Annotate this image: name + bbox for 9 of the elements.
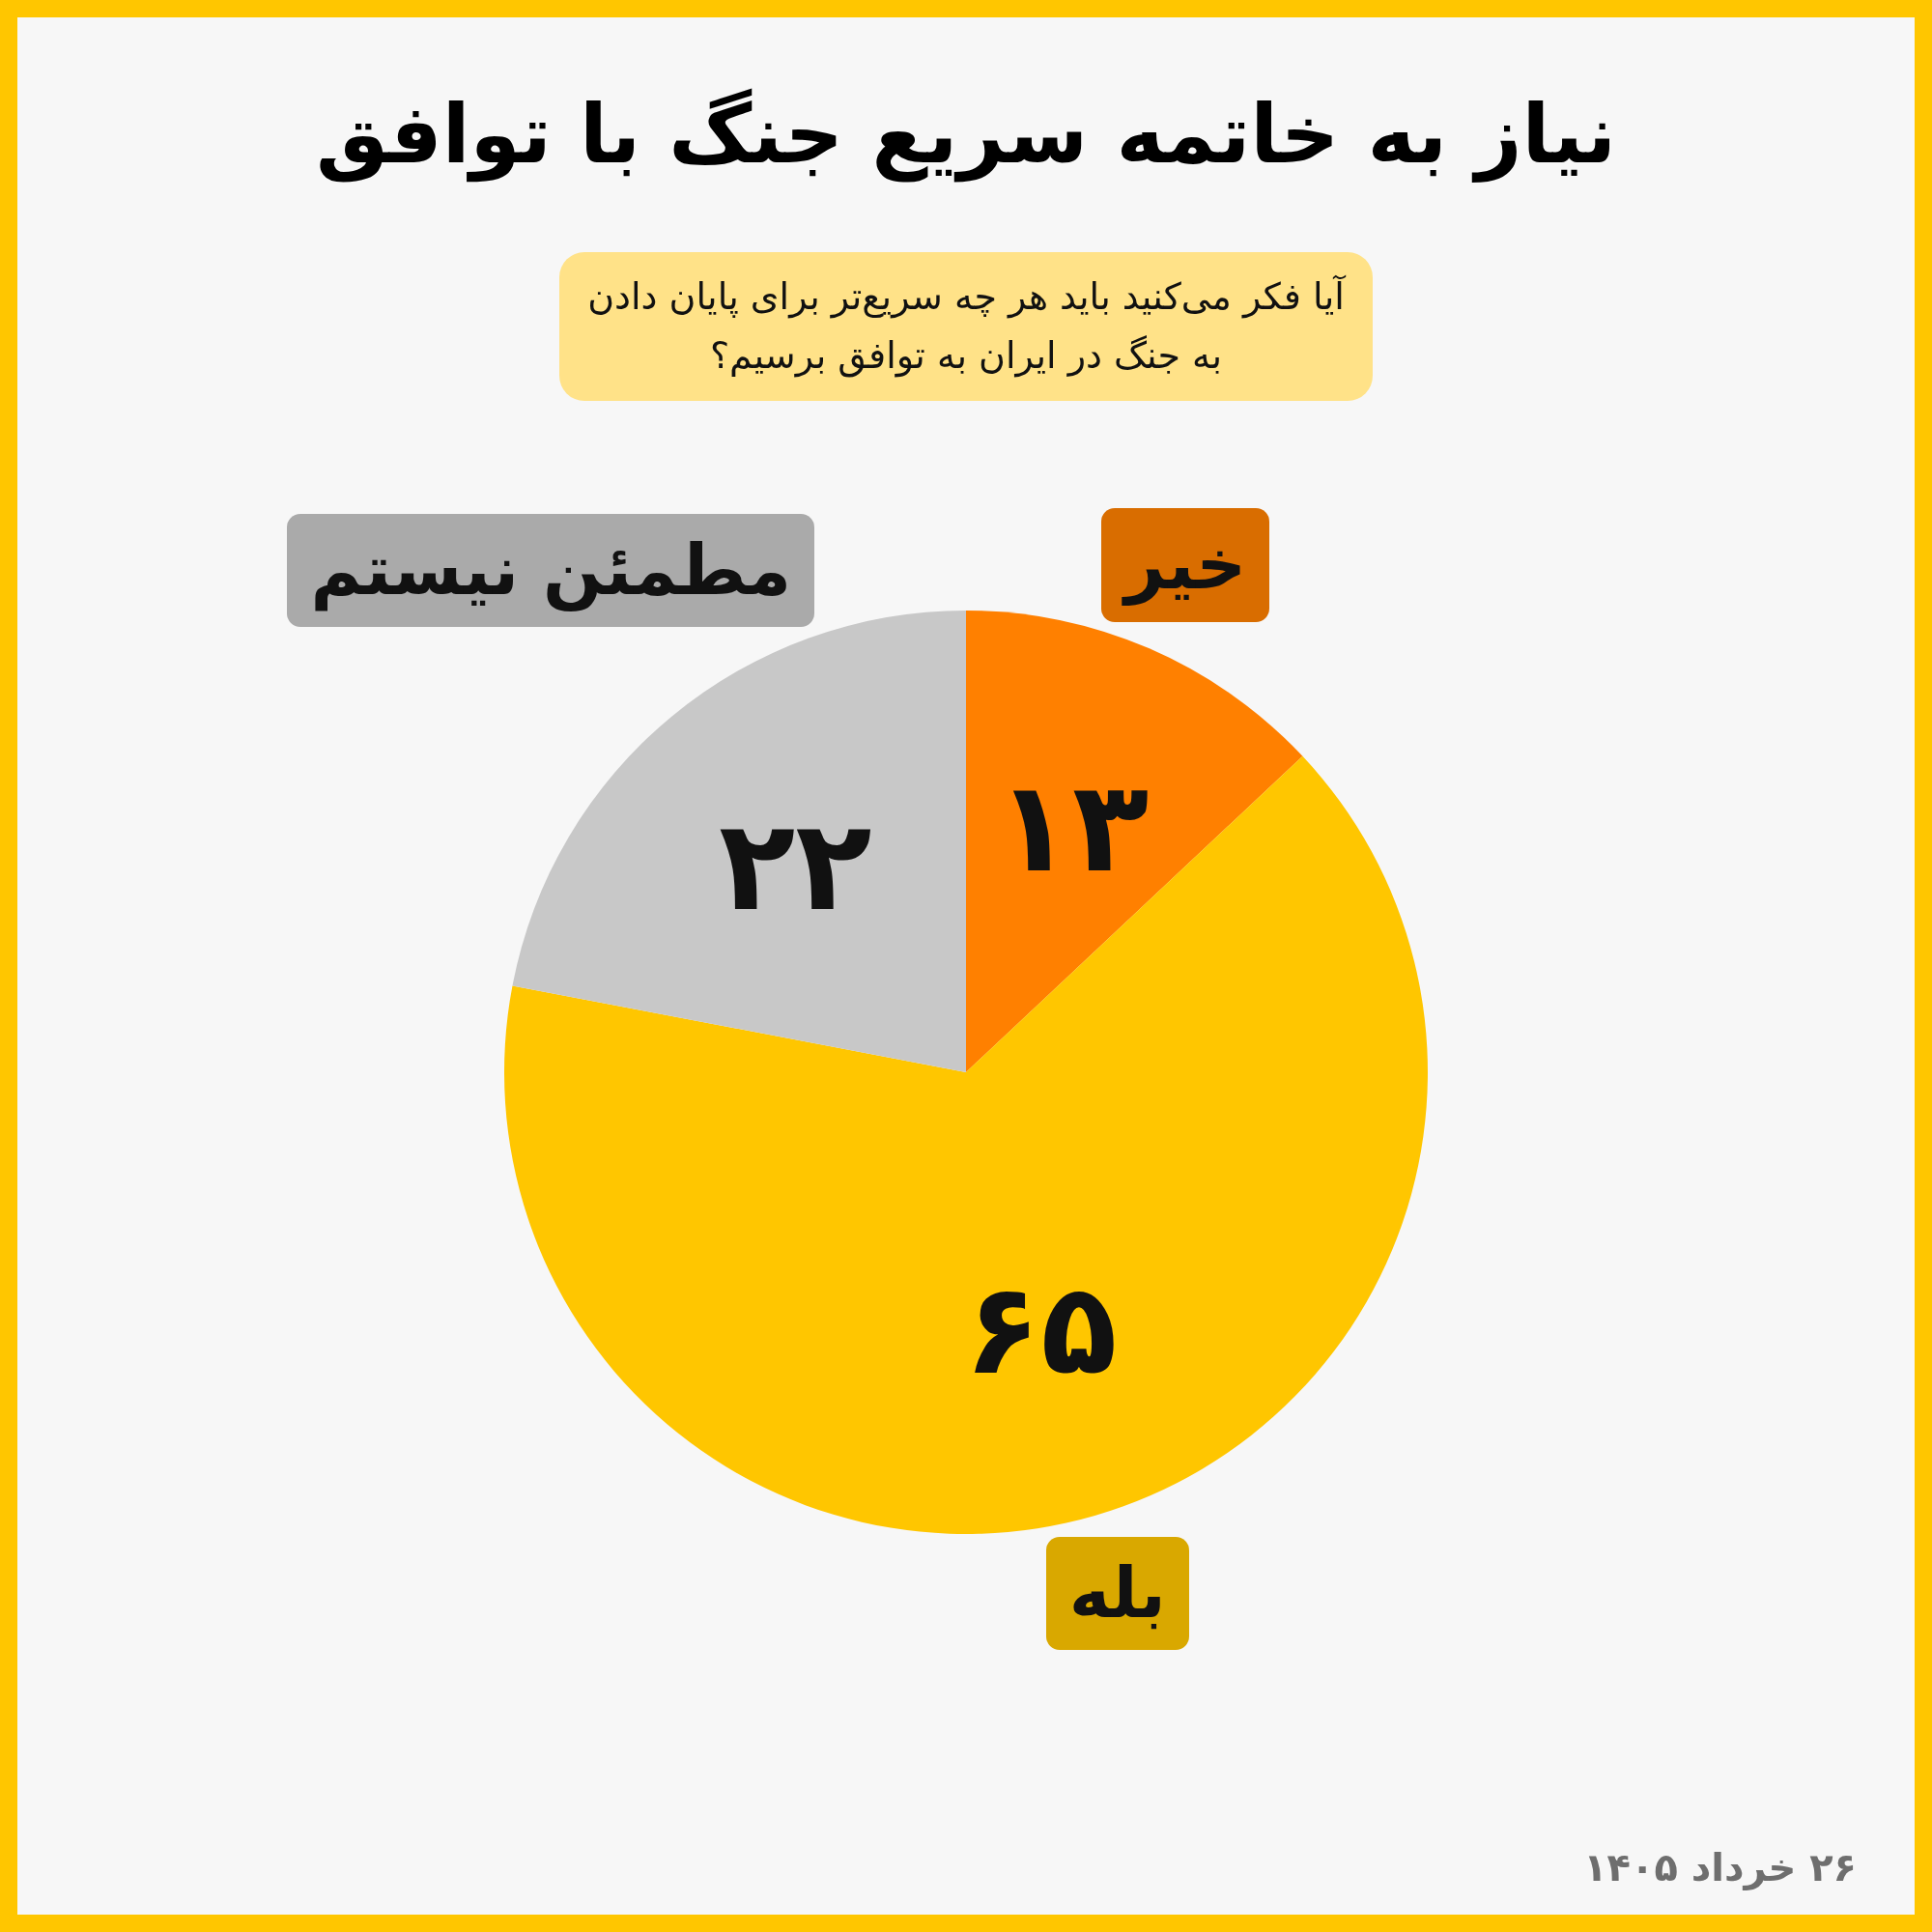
chart-subtitle: آیا فکر می‌کنید باید هر چه سریع‌تر برای پایان دادن به جنگ در ایران به توافق برسیم؟ bbox=[559, 252, 1373, 401]
slice-label: خیر bbox=[1101, 508, 1270, 622]
chart-title: نیاز به خاتمه سریع جنگ با توافق bbox=[315, 87, 1617, 182]
slice-label: مطمئن نیستم bbox=[287, 513, 815, 628]
data-label: ۲۲ bbox=[718, 792, 872, 940]
data-label: ۱۳ bbox=[995, 753, 1150, 900]
text: ۲۶ خرداد ۱۴۰۵ bbox=[1583, 1845, 1857, 1889]
data-label: ۶۵ bbox=[963, 1256, 1118, 1404]
slice-label: بله bbox=[1045, 1536, 1189, 1651]
